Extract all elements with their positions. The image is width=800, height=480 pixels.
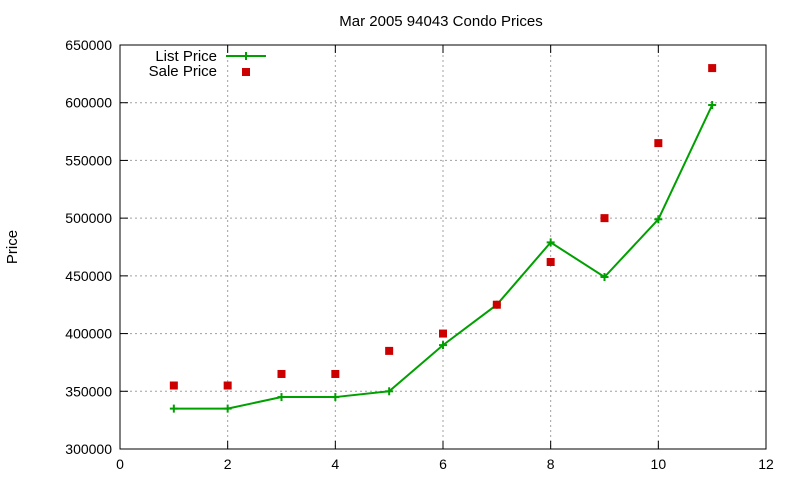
sale-price-point [385,346,394,355]
list-price-point [439,341,447,350]
legend-swatch-list-price [226,52,266,60]
list-price-point [708,101,717,110]
sale-price-point [223,381,232,390]
x-tick-label: 10 [651,456,667,472]
y-axis-label: Price [4,230,21,264]
y-tick-label: 600000 [65,95,112,111]
list-price-point [331,393,340,402]
sale-price-point [331,369,340,378]
x-tick-label: 2 [224,456,232,472]
x-tick-label: 0 [116,456,124,472]
y-tick-label: 550000 [65,152,112,168]
x-tick-label: 4 [331,456,339,472]
sale-price-point [654,139,663,148]
x-tick-label: 6 [439,456,447,472]
legend-label-list-price: List Price [155,48,217,65]
y-tick-label: 400000 [65,326,112,342]
list-price-point [169,404,178,413]
legend: List Price Sale Price [149,48,266,80]
y-tick-label: 500000 [65,210,112,226]
list-price-point [654,215,663,224]
legend-swatch-sale-price [242,68,250,76]
sale-price-point [277,369,286,378]
list-price-point [277,393,286,402]
legend-label-sale-price: Sale Price [149,63,217,80]
y-tick-label: 450000 [65,268,112,284]
legend-marker-plus [242,52,250,60]
sale-price-point [169,381,178,390]
sale-price-point [600,214,609,223]
y-tick-label: 300000 [65,441,112,457]
axis-ticks: 300000 350000 400000 450000 500000 550000 6000… [65,37,774,472]
x-tick-label: 8 [547,456,555,472]
gridlines [120,45,766,449]
list-price-point [546,238,555,247]
sale-price-point [708,64,717,73]
sale-price-point [546,258,555,267]
list-price-point [385,387,394,396]
x-tick-label: 12 [758,456,774,472]
series-layer [169,64,717,413]
y-tick-label: 350000 [65,383,112,399]
series-sale-price [169,64,717,390]
sale-price-point [492,300,501,309]
list-price-point [223,404,232,413]
sale-price-point [439,329,447,338]
y-tick-label: 650000 [65,37,112,53]
plot-frame [119,44,767,450]
list-price-point [600,273,609,282]
series-list-price [169,101,717,413]
chart-title: Mar 2005 94043 Condo Prices [339,13,542,30]
